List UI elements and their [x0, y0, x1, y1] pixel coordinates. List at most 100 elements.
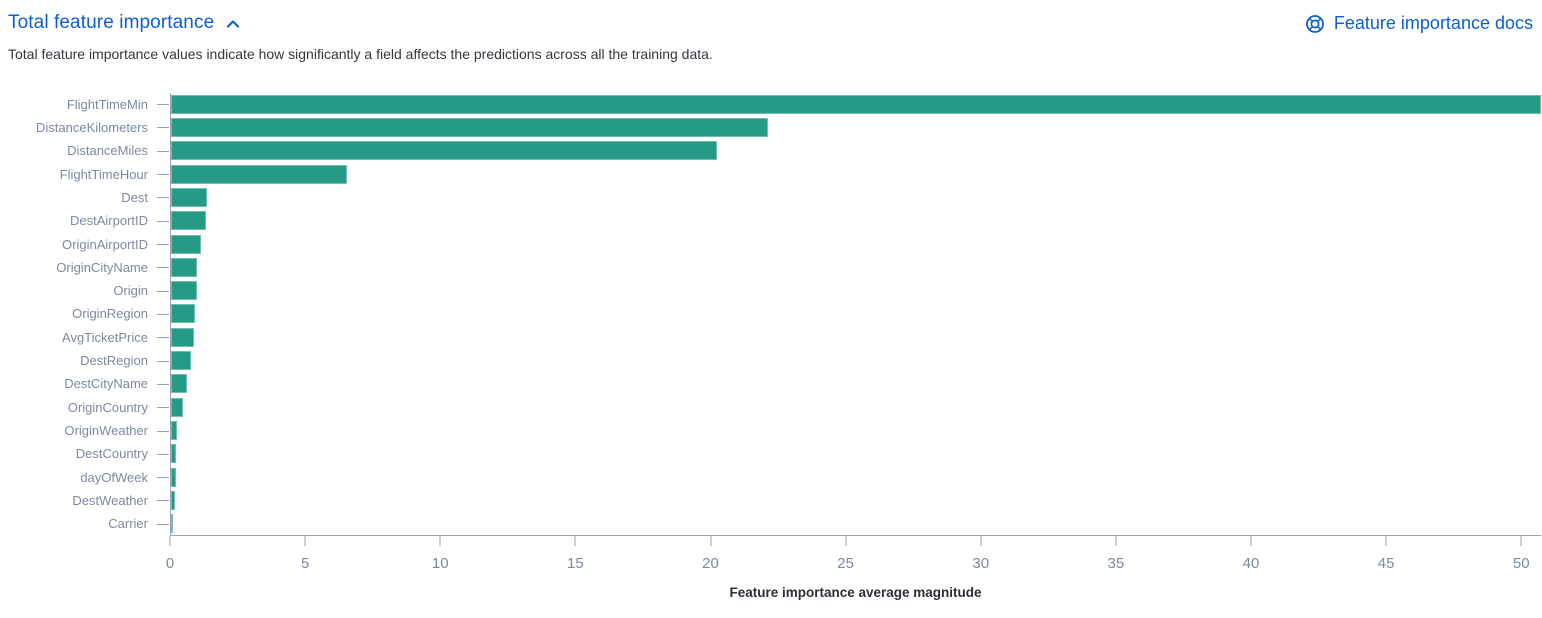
y-tick-mark: [157, 127, 169, 129]
y-axis-label: OriginCountry: [67, 399, 148, 415]
y-axis-label: DistanceMiles: [67, 143, 148, 159]
y-axis-label: DestAirportID: [69, 213, 148, 229]
bar[interactable]: [171, 327, 194, 347]
chart-row: DistanceMiles: [67, 139, 1541, 162]
y-tick-mark: [157, 267, 169, 269]
chart-row: DestCityName: [64, 372, 1541, 395]
x-tick-mark: [169, 535, 171, 546]
x-tick-mark: [1385, 535, 1387, 546]
y-tick-mark: [157, 220, 169, 222]
x-tick-label: 40: [1242, 554, 1260, 572]
help-docs-icon: [1306, 14, 1324, 33]
y-axis-label: DestCityName: [64, 376, 148, 392]
bar[interactable]: [171, 117, 768, 137]
y-tick-mark: [157, 360, 169, 362]
y-axis-label: OriginRegion: [72, 306, 148, 322]
chart-row: DestCountry: [76, 442, 1541, 465]
x-tick-label: 45: [1377, 554, 1395, 572]
y-tick-mark: [157, 383, 169, 385]
bar[interactable]: [171, 281, 197, 301]
y-axis-label: DestCountry: [75, 446, 148, 462]
y-axis-label: DestRegion: [80, 353, 148, 369]
chart-row: DestRegion: [80, 349, 1541, 372]
bar[interactable]: [171, 467, 176, 487]
x-tick-label: 20: [702, 554, 719, 572]
x-tick-mark: [439, 535, 441, 546]
chart-row: Origin: [113, 279, 1541, 302]
panel-title: Total feature importance: [8, 12, 215, 33]
bar[interactable]: [171, 351, 191, 371]
y-axis-label: OriginWeather: [64, 423, 148, 439]
y-axis-label: dayOfWeek: [80, 469, 148, 485]
y-tick-mark: [157, 430, 169, 432]
x-tick-label: 15: [567, 554, 584, 572]
bar[interactable]: [171, 421, 177, 441]
x-tick-mark: [845, 535, 847, 546]
x-tick-label: 25: [837, 554, 854, 572]
bar[interactable]: [171, 490, 176, 510]
panel-header: Total feature importance Feature importa…: [8, 12, 1533, 34]
x-tick-mark: [1520, 535, 1522, 546]
y-tick-mark: [157, 244, 169, 246]
y-axis-label: OriginAirportID: [62, 236, 148, 252]
chart-row: Dest: [121, 186, 1541, 209]
y-tick-mark: [157, 290, 169, 292]
chart-plot-area: FlightTimeMin DistanceKilometers DistanceM…: [36, 92, 1541, 536]
feature-importance-panel: Total feature importance Feature importa…: [8, 12, 1541, 600]
bar[interactable]: [171, 514, 173, 534]
x-tick-mark: [304, 535, 306, 546]
chevron-up-icon: [227, 20, 240, 28]
x-tick-mark: [574, 535, 576, 546]
y-tick-mark: [157, 407, 169, 409]
y-tick-mark: [157, 150, 169, 152]
bar[interactable]: [171, 374, 188, 394]
y-axis-label: Dest: [121, 189, 148, 205]
x-tick-label: 0: [165, 554, 175, 572]
bar[interactable]: [171, 257, 198, 277]
y-axis-label: DestWeather: [72, 492, 148, 508]
y-axis-label: Origin: [113, 283, 148, 299]
y-tick-mark: [157, 500, 169, 502]
x-tick-mark: [1250, 535, 1252, 546]
docs-link-label: Feature importance docs: [1333, 13, 1533, 33]
chart-row: OriginCountry: [68, 396, 1541, 419]
x-tick-label: 35: [1107, 554, 1125, 572]
chart-row: DistanceKilometers: [36, 116, 1541, 139]
bar[interactable]: [171, 94, 1541, 114]
bar[interactable]: [171, 164, 347, 184]
feature-importance-docs-link[interactable]: Feature importance docs: [1305, 13, 1533, 34]
y-tick-mark: [157, 453, 169, 455]
panel-description: Total feature importance values indicate…: [8, 46, 713, 62]
y-tick-mark: [157, 313, 169, 315]
x-axis-title: Feature importance average magnitude: [729, 584, 982, 600]
feature-importance-chart: FlightTimeMin DistanceKilometers DistanceM…: [8, 92, 1541, 600]
bar[interactable]: [171, 211, 207, 231]
bar[interactable]: [171, 187, 208, 207]
x-tick-label: 5: [300, 554, 310, 572]
y-axis-label: FlightTimeHour: [59, 166, 148, 182]
chart-row: FlightTimeHour: [60, 162, 1541, 185]
y-axis-label: DistanceKilometers: [36, 119, 148, 135]
x-tick-mark: [710, 535, 711, 546]
chart-row: DestAirportID: [70, 209, 1541, 232]
total-feature-importance-accordion-toggle[interactable]: Total feature importance: [8, 12, 242, 34]
chart-row: OriginAirportID: [62, 232, 1541, 255]
chart-row: dayOfWeek: [80, 466, 1541, 489]
bar[interactable]: [171, 304, 196, 324]
bar[interactable]: [171, 397, 183, 417]
y-axis-label: AvgTicketPrice: [62, 329, 148, 345]
y-axis-label: OriginCityName: [56, 259, 148, 275]
bar[interactable]: [171, 444, 177, 464]
x-tick-label: 10: [431, 554, 449, 572]
chart-row: FlightTimeMin: [67, 93, 1541, 116]
y-tick-mark: [157, 523, 169, 525]
y-tick-mark: [157, 104, 169, 106]
x-tick-label: 30: [972, 554, 990, 572]
x-tick-mark: [1115, 535, 1117, 546]
bar[interactable]: [171, 234, 202, 254]
y-tick-mark: [157, 477, 169, 479]
x-tick-label: 50: [1512, 554, 1530, 572]
x-axis: 0 5 10 15 20 25 30 35 40 45 50: [166, 535, 1541, 574]
bar[interactable]: [171, 141, 717, 161]
chart-row: Carrier: [108, 512, 1541, 535]
